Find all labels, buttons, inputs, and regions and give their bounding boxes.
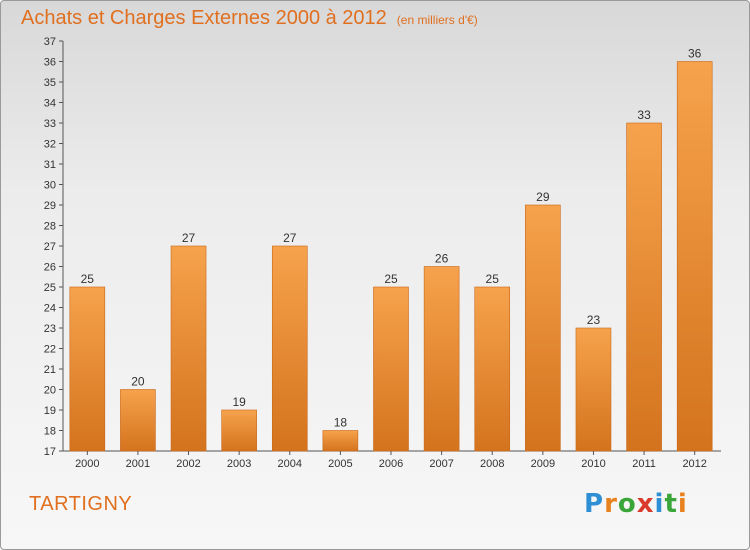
- x-tick-label: 2002: [176, 458, 200, 470]
- x-tick-label: 2004: [278, 458, 302, 470]
- logo-letter: i: [677, 489, 688, 519]
- x-tick-label: 2010: [581, 458, 605, 470]
- x-tick-label: 2003: [227, 458, 251, 470]
- data-label: 25: [81, 272, 95, 286]
- x-tick-label: 2011: [632, 458, 656, 470]
- data-label: 19: [232, 395, 246, 409]
- y-tick-label: 33: [44, 118, 56, 130]
- chart-title: Achats et Charges Externes 2000 à 2012 (e…: [21, 7, 478, 30]
- bar-2000: [69, 286, 106, 452]
- bar-2001: [120, 389, 156, 452]
- y-tick-label: 25: [44, 282, 56, 294]
- y-tick-label: 26: [44, 262, 56, 274]
- title-text: Achats et Charges Externes 2000 à 2012: [21, 7, 387, 29]
- y-tick-label: 31: [44, 159, 56, 171]
- x-tick-label: 2008: [480, 458, 504, 470]
- x-tick-label: 2001: [126, 458, 150, 470]
- bar-2006: [373, 286, 409, 452]
- logo-letter: x: [636, 489, 655, 519]
- y-tick-label: 19: [44, 405, 56, 417]
- data-label: 23: [587, 313, 601, 327]
- logo-letter: t: [664, 489, 678, 519]
- logo-letter: o: [617, 489, 637, 519]
- data-label: 29: [536, 190, 550, 204]
- logo-letter: i: [654, 489, 665, 519]
- y-tick-label: 17: [44, 446, 56, 458]
- y-tick-label: 22: [44, 344, 56, 356]
- y-tick-label: 29: [44, 200, 56, 212]
- y-tick-label: 36: [44, 57, 56, 69]
- bar-2009: [525, 204, 561, 452]
- proxiti-logo: Proxiti: [584, 489, 688, 519]
- y-tick-label: 23: [44, 323, 56, 335]
- bar-2003: [221, 409, 257, 452]
- bar-2012: [676, 61, 713, 452]
- title-unit: (en milliers d'€): [396, 13, 478, 27]
- y-tick-label: 30: [44, 180, 56, 192]
- y-tick-label: 18: [44, 426, 56, 438]
- bar-2010: [575, 327, 612, 452]
- data-label: 33: [637, 108, 651, 122]
- y-tick-label: 37: [44, 36, 56, 48]
- bar-2002: [170, 245, 207, 452]
- x-tick-label: 2009: [531, 458, 555, 470]
- bar-2008: [474, 286, 511, 452]
- y-tick-label: 28: [44, 221, 56, 233]
- y-tick-label: 24: [44, 303, 56, 315]
- data-label: 27: [283, 231, 297, 245]
- bar-2007: [423, 266, 460, 452]
- data-label: 18: [334, 416, 348, 430]
- data-label: 25: [384, 272, 398, 286]
- bar-2005: [322, 430, 359, 452]
- y-tick-label: 34: [44, 98, 56, 110]
- logo-letter: P: [584, 489, 605, 519]
- y-tick-label: 35: [44, 77, 56, 89]
- x-tick-label: 2000: [75, 458, 99, 470]
- data-label: 25: [486, 272, 500, 286]
- data-label: 26: [435, 252, 449, 266]
- y-tick-label: 32: [44, 139, 56, 151]
- x-tick-label: 2007: [429, 458, 453, 470]
- x-tick-label: 2012: [682, 458, 706, 470]
- y-tick-label: 20: [44, 385, 56, 397]
- data-label: 20: [131, 375, 145, 389]
- y-tick-label: 27: [44, 241, 56, 253]
- y-tick-label: 21: [44, 364, 56, 376]
- logo-letter: r: [604, 489, 618, 519]
- x-tick-label: 2006: [379, 458, 403, 470]
- bar-2011: [626, 122, 662, 452]
- data-label: 27: [182, 231, 196, 245]
- x-tick-label: 2005: [328, 458, 352, 470]
- commune-name: TARTIGNY: [29, 493, 133, 515]
- bar-2004: [271, 245, 308, 452]
- data-label: 36: [688, 47, 702, 61]
